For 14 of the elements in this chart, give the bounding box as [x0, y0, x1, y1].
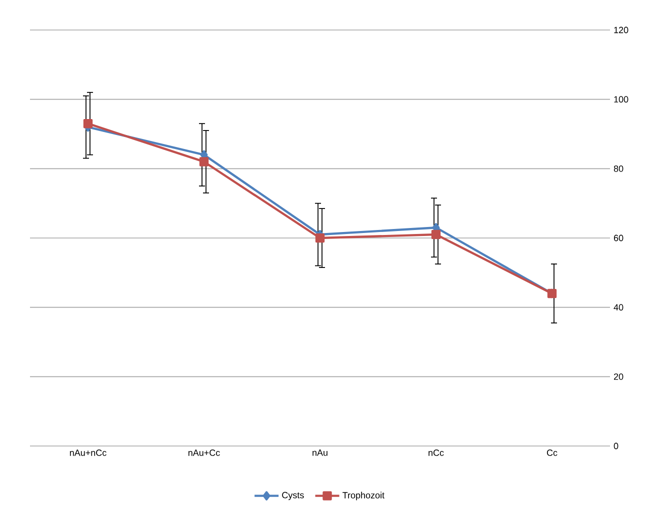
legend-label: Trophozoit [342, 492, 384, 500]
y-tick-label: 20 [614, 373, 624, 380]
x-tick-label: nAu [312, 450, 328, 456]
legend-label: Cysts [282, 492, 304, 500]
x-tick-label: Cc [546, 450, 558, 456]
y-tick-label: 60 [614, 234, 624, 242]
x-tick-label: nCc [428, 450, 444, 456]
y-tick-label: 120 [614, 26, 628, 34]
y-tick-label: 0 [614, 442, 618, 450]
x-tick-label: nAu+nCc [70, 450, 106, 456]
y-tick-label: 100 [614, 96, 628, 103]
y-tick-label: 80 [614, 165, 624, 172]
y-tick-label: 40 [614, 304, 624, 311]
x-tick-label: nAu+Cc [188, 450, 220, 456]
